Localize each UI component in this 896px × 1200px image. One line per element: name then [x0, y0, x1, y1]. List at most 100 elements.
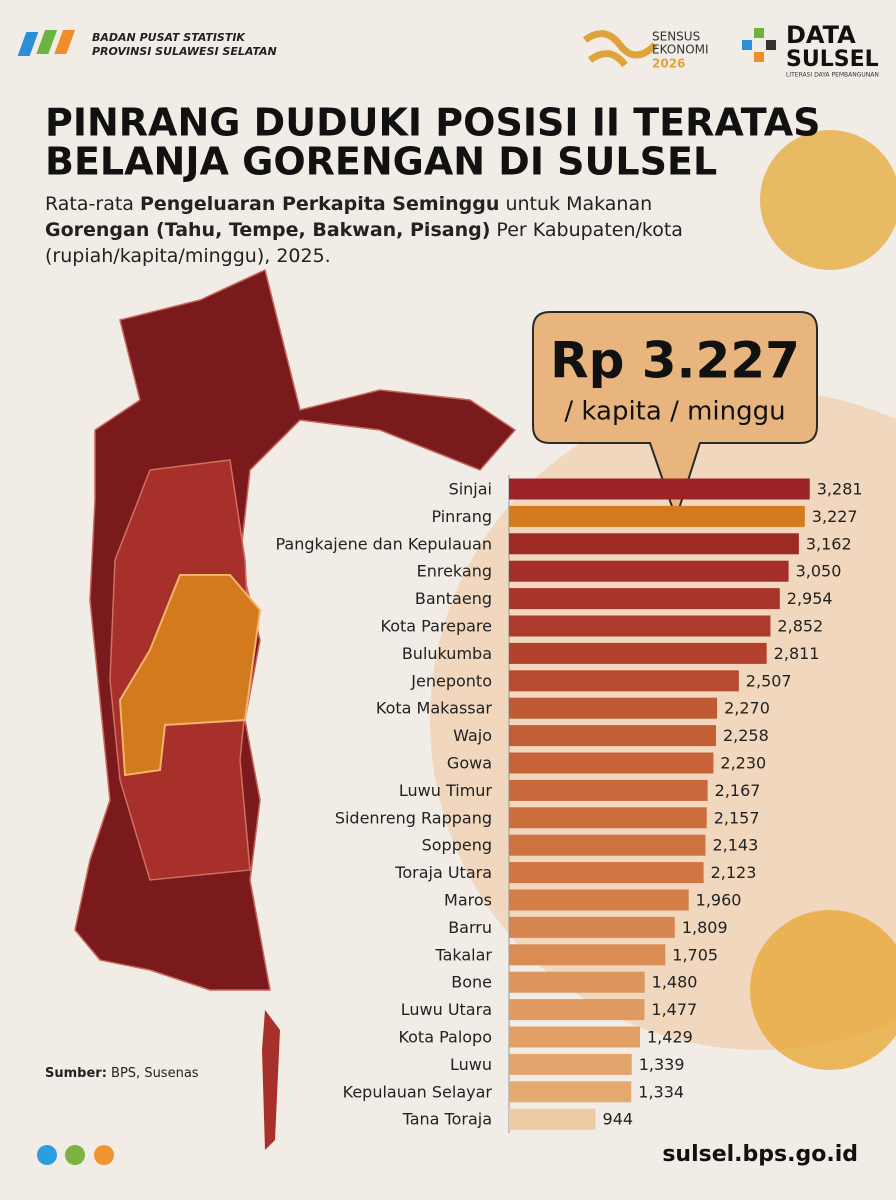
value-label: 2,811 — [774, 644, 820, 663]
subtitle-line: Gorengan (Tahu, Tempe, Bakwan, Pisang) P… — [45, 219, 683, 241]
category-label: Luwu Timur — [399, 781, 493, 800]
url: sulsel.bps.go.id — [662, 1142, 858, 1167]
value-label: 2,157 — [714, 808, 760, 827]
value-label: 944 — [603, 1110, 634, 1129]
value-label: 3,281 — [817, 480, 863, 499]
category-label: Luwu Utara — [401, 1000, 492, 1019]
value-label: 1,339 — [639, 1055, 685, 1074]
backdrop-circle — [430, 390, 896, 1050]
bar — [509, 725, 716, 747]
category-label: Luwu — [450, 1055, 492, 1074]
dot — [37, 1145, 57, 1165]
subtitle-line: (rupiah/kapita/minggu), 2025. — [45, 245, 331, 267]
value-label: 3,162 — [806, 534, 852, 553]
category-label: Gowa — [447, 754, 492, 773]
value-label: 1,334 — [638, 1082, 684, 1101]
bar — [509, 670, 739, 692]
census-text: SENSUS — [652, 30, 700, 44]
category-label: Toraja Utara — [394, 863, 492, 882]
value-label: 1,705 — [672, 945, 718, 964]
category-label: Kota Parepare — [381, 617, 492, 636]
value-label: 2,258 — [723, 726, 769, 745]
category-label: Maros — [444, 891, 492, 910]
callout-value: Rp 3.227 — [550, 332, 800, 390]
value-label: 2,230 — [720, 754, 766, 773]
bar — [509, 560, 789, 582]
bar — [509, 999, 645, 1021]
bar — [509, 779, 708, 801]
bar — [509, 588, 780, 610]
brand: SULSEL — [786, 47, 879, 72]
source: Sumber: BPS, Susenas — [45, 1066, 199, 1081]
census-text: EKONOMI — [652, 43, 709, 57]
subtitle-segment: Rata-rata — [45, 193, 140, 215]
value-label: 3,050 — [796, 562, 842, 581]
bar — [509, 478, 810, 500]
bar — [509, 697, 718, 719]
dot — [94, 1145, 114, 1165]
bar — [509, 505, 805, 527]
value-label: 2,270 — [724, 699, 770, 718]
source-label: Sumber: — [45, 1066, 107, 1081]
value-label: 1,480 — [652, 973, 698, 992]
value-label: 2,852 — [777, 617, 823, 636]
food-image — [750, 910, 896, 1070]
bars: Sinjai 3,281 Pinrang 3,227 Pangkajene dan Ke… — [275, 475, 863, 1134]
bar — [509, 752, 714, 774]
category-label: Soppeng — [422, 836, 492, 855]
subtitle-segment: Gorengan (Tahu, Tempe, Bakwan, Pisang) — [45, 219, 490, 241]
category-label: Kota Palopo — [398, 1028, 492, 1047]
category-label: Bantaeng — [415, 589, 492, 608]
subtitle-segment: Per Kabupaten/kota — [490, 219, 683, 241]
brand-tagline: LITERASI DAYA PEMBANGUNAN — [786, 72, 879, 79]
subtitle-segment: untuk Makanan — [499, 193, 652, 215]
bar — [509, 1108, 596, 1130]
subtitle-segment: (rupiah/kapita/minggu), 2025. — [45, 245, 331, 267]
map — [74, 268, 517, 1150]
subtitle: Rata-rata Pengeluaran Perkapita Seminggu… — [45, 193, 683, 267]
brand: DATA — [786, 21, 856, 49]
bar — [509, 1026, 640, 1048]
bar — [509, 642, 767, 664]
title: PINRANG DUDUKI POSISI II TERATAS — [45, 101, 821, 145]
category-label: Kepulauan Selayar — [343, 1082, 493, 1101]
bar — [509, 807, 707, 829]
category-label: Sinjai — [449, 480, 492, 499]
category-label: Barru — [448, 918, 492, 937]
category-label: Pangkajene dan Kepulauan — [275, 534, 492, 553]
category-label: Sidenreng Rappang — [335, 808, 492, 827]
bar — [509, 916, 675, 938]
value-label: 3,227 — [812, 507, 858, 526]
category-label: Pinrang — [431, 507, 492, 526]
category-label: Tana Toraja — [402, 1110, 492, 1129]
agency-name: BADAN PUSAT STATISTIK — [92, 31, 246, 44]
value-label: 2,123 — [711, 863, 757, 882]
title: BELANJA GORENGAN DI SULSEL — [45, 140, 717, 184]
source-text: BPS, Susenas — [107, 1066, 199, 1081]
census-logo — [582, 30, 658, 68]
category-label: Takalar — [434, 945, 492, 964]
bar — [509, 615, 771, 637]
bar — [509, 533, 799, 555]
food-image — [760, 130, 896, 270]
data-sulsel-logo — [742, 28, 776, 62]
bar — [509, 862, 704, 884]
category-label: Bulukumba — [402, 644, 492, 663]
value-label: 2,954 — [787, 589, 833, 608]
category-label: Wajo — [453, 726, 492, 745]
category-label: Bone — [451, 973, 492, 992]
agency-region: PROVINSI SULAWESI SELATAN — [92, 45, 277, 58]
value-label: 1,429 — [647, 1028, 693, 1047]
value-label: 2,507 — [746, 671, 792, 690]
bar — [509, 889, 689, 911]
bps-logo — [17, 30, 76, 56]
bar — [509, 1053, 632, 1075]
bar — [509, 971, 645, 993]
category-label: Enrekang — [417, 562, 492, 581]
bar — [509, 944, 666, 966]
census-year: 2026 — [652, 57, 685, 71]
value-label: 1,477 — [651, 1000, 697, 1019]
subtitle-line: Rata-rata Pengeluaran Perkapita Seminggu… — [45, 193, 652, 215]
value-label: 2,167 — [715, 781, 761, 800]
